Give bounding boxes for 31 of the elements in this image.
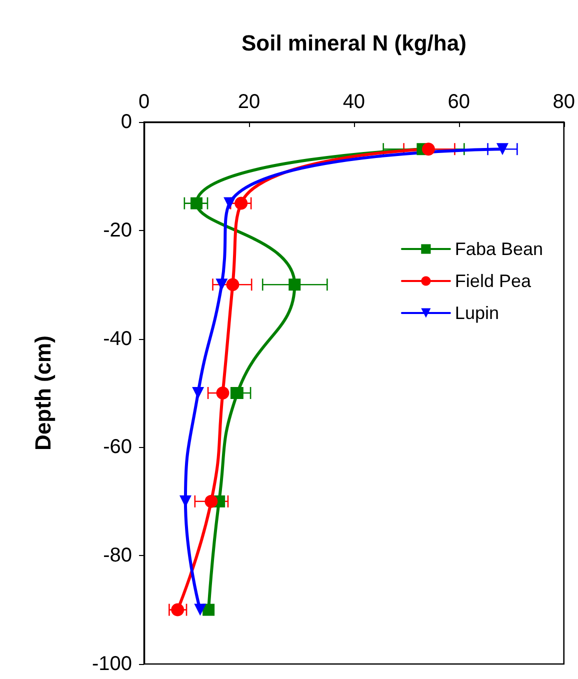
y-tick-label: -20	[103, 219, 132, 242]
point	[231, 387, 244, 399]
point	[422, 142, 435, 156]
y-axis-title: Depth (cm)	[30, 336, 56, 450]
point	[496, 143, 508, 156]
point	[202, 604, 215, 616]
point	[190, 197, 202, 210]
legend-label: Lupin	[454, 303, 499, 323]
point	[288, 278, 301, 291]
x-tick-label: 80	[552, 91, 575, 113]
x-tick-label: 20	[238, 91, 260, 113]
legend-label: Field Pea	[454, 271, 532, 291]
y-tick-label: -80	[103, 544, 132, 567]
x-axis-title: Soil mineral N (kg/ha)	[241, 30, 466, 56]
point	[204, 494, 218, 508]
y-tick-label: -40	[103, 328, 132, 350]
point	[234, 196, 248, 210]
point	[226, 278, 240, 292]
y-tick-label: -100	[92, 653, 132, 675]
legend-label: Faba Bean	[454, 239, 544, 259]
x-tick-label: 40	[342, 91, 366, 113]
y-tick-label: 0	[120, 111, 132, 133]
x-tick-label: 0	[138, 91, 150, 113]
point	[171, 603, 184, 616]
point	[216, 278, 228, 291]
point	[216, 386, 230, 400]
point	[224, 197, 236, 210]
y-tick-label: -60	[103, 436, 132, 458]
x-tick-label: 60	[448, 91, 470, 113]
point	[194, 604, 206, 616]
point	[192, 387, 204, 399]
